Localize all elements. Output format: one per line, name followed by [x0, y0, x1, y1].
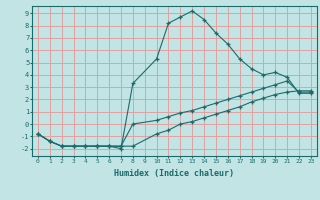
X-axis label: Humidex (Indice chaleur): Humidex (Indice chaleur) [115, 169, 234, 178]
